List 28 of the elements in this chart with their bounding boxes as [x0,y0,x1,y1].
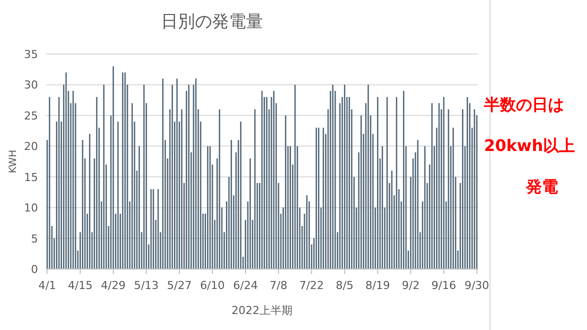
x-tick-label: 7/8 [270,279,288,292]
text: 半数の日は [483,95,564,114]
y-tick-label: 5 [31,232,38,246]
x-tick-label: 8/19 [365,279,390,292]
x-tick-label: 4/15 [68,279,93,292]
chart-title: 日別の発電量 [161,12,263,32]
x-tick-label: 9/2 [402,279,420,292]
y-tick-label: 30 [24,78,38,92]
x-tick-label: 7/22 [299,279,324,292]
x-tick-label: 5/13 [134,279,159,292]
y-tick-label: 15 [24,170,38,184]
x-tick-label: 5/27 [167,279,192,292]
y-tick-label: 35 [24,48,38,61]
x-axis-title: 2022上半期 [232,304,292,317]
text: 発電 [525,177,558,196]
y-tick-label: 10 [24,202,38,215]
x-tick-label: 4/1 [38,279,56,292]
x-tick-label: 8/5 [336,279,354,292]
y-axis-title: KWH [8,150,19,174]
y-tick-label: 0 [31,263,38,276]
x-tick-label: 9/30 [464,279,490,292]
x-tick-label: 6/24 [233,279,258,292]
x-tick-label: 6/10 [200,279,225,292]
y-tick-label: 20 [24,140,38,154]
y-tick-label: 25 [24,109,38,122]
x-tick-label: 9/16 [431,279,456,292]
text: 20kwh以上 [484,136,576,155]
x-tick-label: 4/29 [100,279,126,292]
